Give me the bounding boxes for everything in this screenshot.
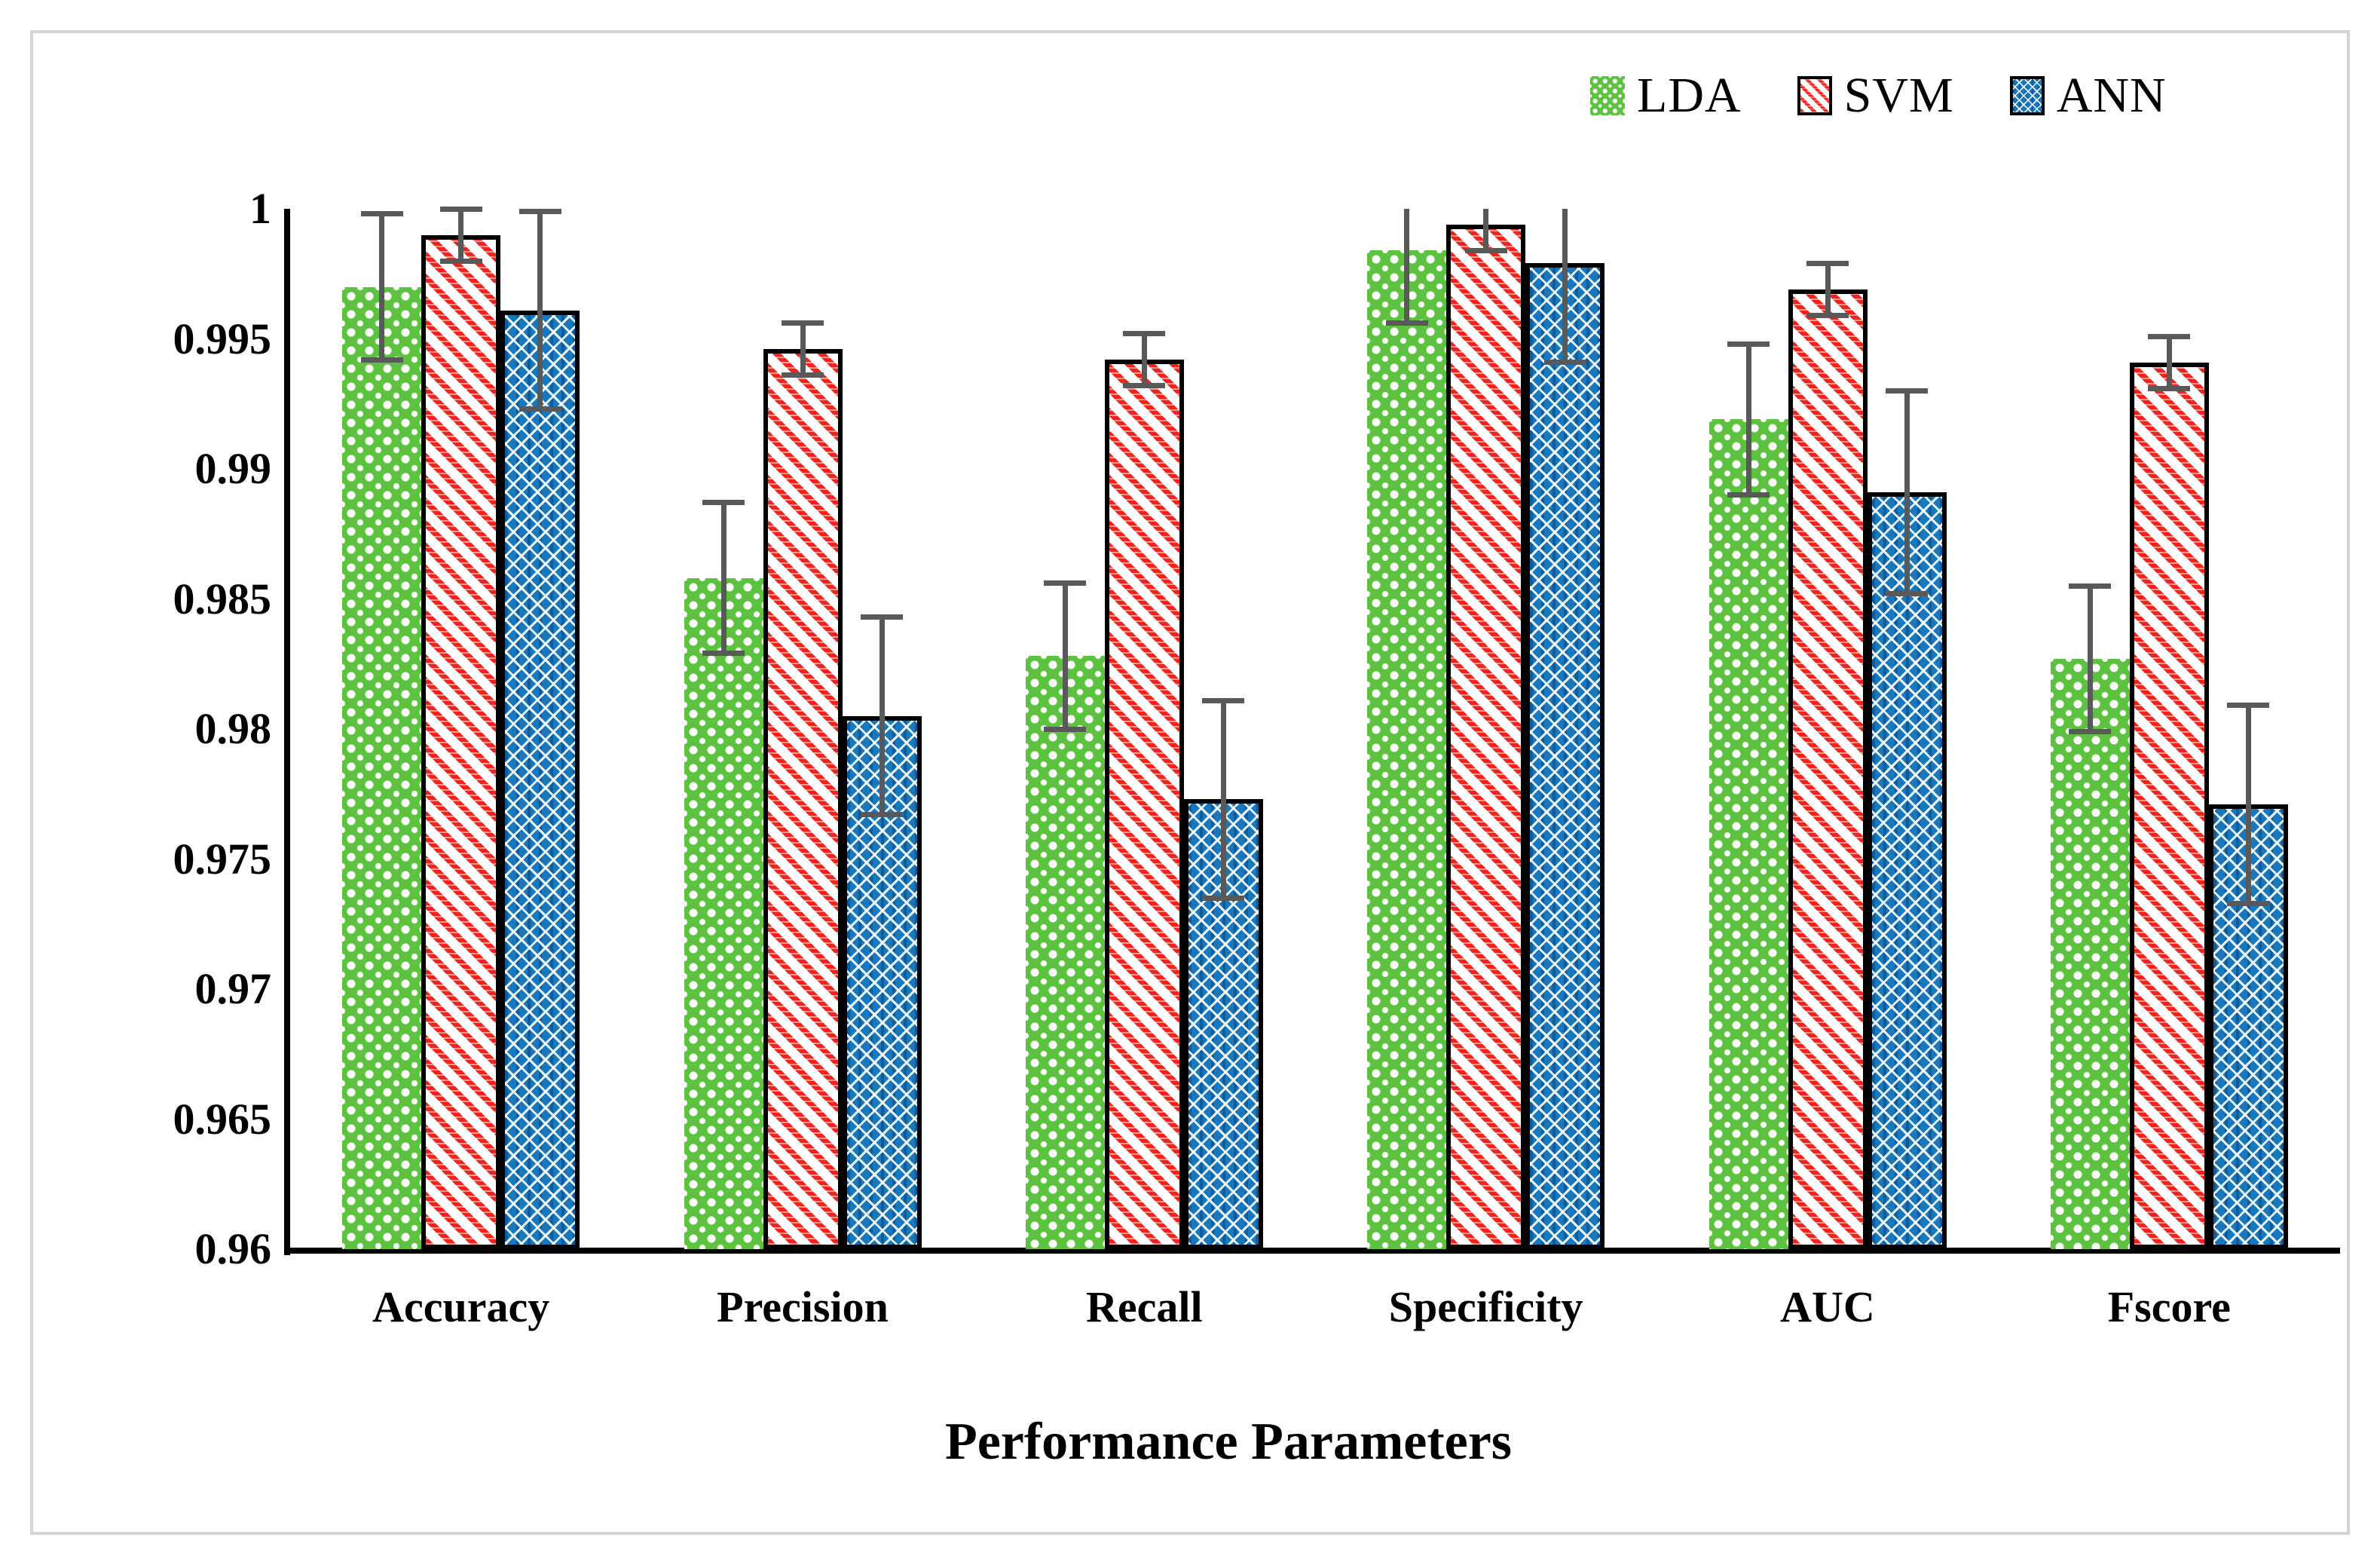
- error-bar-stem: [537, 211, 543, 409]
- error-bar-stem: [1220, 700, 1226, 899]
- legend-item-svm: SVM: [1797, 67, 1954, 124]
- error-bar-stem: [379, 213, 385, 360]
- error-bar-cap-top: [2069, 583, 2112, 589]
- y-tick-label: 1: [249, 184, 271, 233]
- error-bar-cap-bottom: [1044, 726, 1087, 732]
- error-bar-cap-top: [519, 208, 561, 214]
- legend-item-ann: ANN: [2009, 67, 2167, 124]
- x-category-label: Recall: [1086, 1282, 1203, 1331]
- error-bar-cap-top: [1806, 260, 1849, 266]
- error-bar-stem: [458, 209, 464, 261]
- error-bar-cap-bottom: [1886, 591, 1928, 597]
- error-bar-stem: [1825, 263, 1831, 316]
- error-bar-cap-bottom: [1806, 312, 1849, 318]
- error-bar-cap-bottom: [1202, 895, 1245, 901]
- y-tick-label: 0.98: [194, 704, 272, 753]
- error-bar-cap-bottom: [2148, 385, 2191, 391]
- bar-lda-precision: [684, 577, 763, 1249]
- error-bar-cap-bottom: [1464, 247, 1507, 253]
- error-bar-cap-bottom: [861, 812, 903, 818]
- legend-swatch-svm: [1797, 76, 1832, 115]
- y-tick-label: 0.985: [173, 574, 272, 623]
- error-bar-cap-top: [439, 206, 482, 212]
- legend-label-lda: LDA: [1637, 68, 1742, 123]
- error-bar-cap-top: [1727, 341, 1770, 347]
- bar-lda-accuracy: [342, 286, 422, 1249]
- error-bar-stem: [1141, 333, 1147, 386]
- bar-lda-specificity: [1367, 250, 1447, 1249]
- legend-item-lda: LDA: [1590, 67, 1742, 124]
- bar-svm-precision: [763, 349, 843, 1249]
- error-bar-cap-top: [2227, 703, 2270, 709]
- bar-svm-recall: [1104, 360, 1184, 1249]
- error-bar-cap-bottom: [360, 357, 403, 363]
- y-tick-label: 0.965: [173, 1094, 272, 1144]
- error-bar-stem: [1745, 344, 1751, 495]
- error-bar-stem: [720, 502, 727, 654]
- error-bar-cap-bottom: [2069, 728, 2112, 734]
- legend-swatch-lda: [1590, 76, 1625, 115]
- bar-svm-specificity: [1446, 224, 1526, 1249]
- error-bar-stem: [1562, 209, 1568, 363]
- bar-svm-fscore: [2129, 362, 2209, 1249]
- bar-lda-auc: [1709, 419, 1788, 1249]
- x-category-label: Accuracy: [372, 1282, 550, 1331]
- error-bar-cap-bottom: [1543, 360, 1586, 366]
- bar-ann-accuracy: [500, 310, 580, 1249]
- error-bar-cap-top: [1202, 697, 1245, 703]
- y-tick-label: 0.99: [194, 444, 272, 493]
- x-axis-line: [284, 1248, 2340, 1254]
- error-bar-cap-top: [1044, 580, 1087, 586]
- error-bar-cap-bottom: [1727, 492, 1770, 498]
- error-bar-stem: [879, 617, 885, 815]
- error-bar-stem: [1062, 583, 1068, 729]
- error-bar-cap-top: [702, 500, 745, 506]
- legend-label-svm: SVM: [1843, 68, 1954, 123]
- x-category-label: Fscore: [2107, 1282, 2231, 1331]
- error-bar-cap-bottom: [782, 372, 824, 378]
- error-bar-stem: [2166, 336, 2172, 389]
- error-bar-stem: [800, 323, 806, 375]
- x-category-label: Precision: [717, 1282, 889, 1331]
- error-bar-stem: [2245, 705, 2251, 904]
- legend-label-ann: ANN: [2056, 68, 2167, 123]
- error-bar-stem: [2087, 586, 2093, 732]
- error-bar-cap-bottom: [702, 651, 745, 657]
- error-bar-cap-bottom: [1385, 320, 1428, 326]
- y-tick-label: 0.96: [194, 1224, 272, 1273]
- y-tick-label: 0.975: [173, 834, 272, 884]
- error-bar-cap-top: [360, 211, 403, 217]
- error-bar-cap-top: [1123, 331, 1166, 337]
- y-tick-label: 0.995: [173, 314, 272, 363]
- bar-ann-specificity: [1525, 263, 1605, 1249]
- figure-border: [30, 30, 2350, 1535]
- y-tick-label: 0.97: [194, 964, 272, 1013]
- error-bar-cap-top: [1886, 388, 1928, 394]
- legend-swatch-ann: [2009, 76, 2045, 115]
- error-bar-cap-bottom: [2227, 900, 2270, 906]
- bar-lda-fscore: [2050, 658, 2130, 1249]
- legend: LDA SVM ANN: [1590, 62, 2167, 130]
- bar-ann-auc: [1867, 492, 1947, 1249]
- error-bar-stem: [1904, 390, 1910, 594]
- error-bar-cap-top: [861, 614, 903, 620]
- error-bar-cap-bottom: [439, 258, 482, 264]
- error-bar-cap-bottom: [519, 406, 561, 412]
- error-bar-stem: [1483, 209, 1489, 251]
- error-bar-stem: [1404, 209, 1410, 323]
- bar-lda-recall: [1025, 656, 1105, 1249]
- error-bar-cap-bottom: [1123, 383, 1166, 389]
- bar-svm-auc: [1788, 289, 1868, 1249]
- x-category-label: AUC: [1780, 1282, 1875, 1331]
- bar-svm-accuracy: [421, 234, 501, 1249]
- y-axis-line: [284, 209, 290, 1255]
- x-axis-title: Performance Parameters: [944, 1413, 1513, 1471]
- x-category-label: Specificity: [1388, 1282, 1583, 1331]
- error-bar-cap-top: [2148, 333, 2191, 339]
- error-bar-cap-top: [782, 320, 824, 326]
